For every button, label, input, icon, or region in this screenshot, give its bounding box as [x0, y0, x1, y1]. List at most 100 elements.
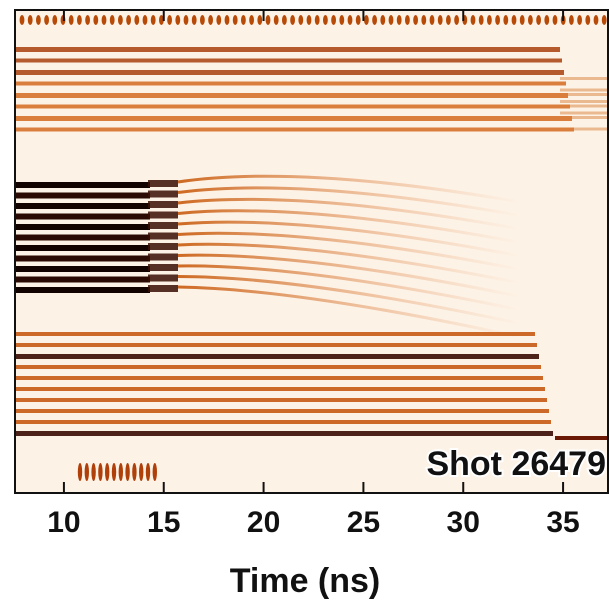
stripe-tail — [560, 104, 609, 108]
fiducial-dot — [478, 15, 484, 25]
stripe — [15, 47, 560, 52]
dark-stripe — [15, 234, 150, 241]
fiducial-dot — [437, 15, 443, 25]
dark-stripe — [15, 287, 150, 293]
fiducial-dot — [224, 15, 230, 25]
fiducial-dot — [36, 15, 41, 25]
stripe-tail — [560, 77, 609, 80]
fiducial-dot — [470, 15, 476, 25]
annotation: Shot 26479 — [426, 445, 606, 483]
fiducial-dot — [118, 15, 123, 25]
dark-stripe — [15, 266, 150, 272]
fiducial-dot — [446, 15, 451, 25]
stripe — [15, 376, 543, 380]
fiducial-dot — [249, 15, 255, 25]
streak-image — [15, 15, 609, 481]
fiducial-dot — [273, 15, 279, 25]
fiducial-dot — [175, 15, 181, 25]
x-tick-label: 15 — [147, 506, 180, 539]
fiducial-dot — [265, 15, 271, 25]
fiducial-dot — [347, 15, 353, 25]
stripe — [15, 387, 545, 391]
dark-stripe — [15, 224, 150, 230]
fiducial-dot — [405, 15, 410, 25]
fiducial-dot — [569, 15, 574, 25]
dark-edge — [148, 222, 178, 229]
fiducial-dot — [98, 463, 103, 481]
fiducial-dot — [454, 15, 459, 25]
curved-stripe — [177, 285, 521, 339]
x-tick-label: 10 — [47, 506, 80, 539]
dark-edge — [148, 274, 178, 282]
dark-edge — [148, 201, 178, 208]
stripe-tail — [560, 93, 609, 96]
fiducial-dot — [150, 15, 156, 25]
fiducial-dot — [125, 463, 130, 481]
fiducial-dot — [159, 15, 164, 25]
dark-edge — [148, 211, 178, 219]
fiducial-dot — [183, 15, 189, 25]
fiducial-dot — [503, 15, 509, 25]
dark-edge — [148, 253, 178, 261]
stripe — [15, 332, 535, 336]
fiducial-dot — [126, 15, 131, 25]
dark-stripe — [15, 255, 150, 262]
fiducial-dot — [544, 15, 550, 25]
stripe — [15, 93, 568, 98]
fiducial-dot — [298, 15, 304, 25]
fiducial-dot — [396, 15, 402, 25]
curved-stripe — [177, 231, 521, 271]
fiducial-dot — [27, 15, 33, 25]
fiducial-dot — [241, 15, 246, 25]
stripe — [15, 58, 562, 63]
curved-stripe — [177, 174, 521, 204]
fiducial-dot — [77, 463, 83, 481]
stripe — [15, 365, 541, 369]
dark-edge — [148, 285, 178, 292]
x-axis-label: Time (ns) — [230, 562, 381, 600]
dark-edge — [148, 243, 178, 250]
fiducial-dot — [421, 15, 427, 25]
stripe-tail — [560, 127, 609, 131]
curved-stripe — [177, 242, 521, 285]
fiducial-dot — [585, 15, 591, 25]
fiducial-dot — [495, 15, 500, 25]
fiducial-dot — [191, 15, 197, 25]
stripe-tail — [560, 116, 609, 119]
fiducial-dot — [118, 463, 124, 481]
fiducial-dot — [511, 15, 517, 25]
curved-stripe — [177, 253, 521, 298]
fiducial-dot — [380, 15, 386, 25]
curved-stripe — [177, 197, 521, 231]
fiducial-dot — [85, 15, 90, 25]
fiducial-dot — [519, 15, 525, 25]
dark-edge — [148, 180, 178, 187]
fiducial-dot — [339, 15, 345, 25]
fiducial-dot — [601, 15, 607, 25]
fiducial-dot — [142, 15, 148, 25]
x-tick-label: 25 — [347, 506, 380, 539]
fiducial-dot — [552, 15, 558, 25]
dark-stripe — [15, 213, 150, 220]
fiducial-dot — [577, 15, 582, 25]
x-tick-label: 35 — [546, 506, 579, 539]
fiducial-dot — [68, 15, 74, 25]
stripe-tail — [560, 111, 609, 115]
stripe — [15, 81, 566, 86]
fiducial-dot — [132, 463, 137, 481]
fiducial-dot — [167, 15, 173, 25]
fiducial-dot — [593, 15, 599, 25]
x-tick-label: 30 — [447, 506, 480, 539]
dark-stripe — [15, 276, 150, 283]
fiducial-dot — [101, 15, 107, 25]
dark-edge — [148, 190, 178, 198]
dark-stripe — [15, 182, 150, 188]
fiducial-dot — [152, 463, 157, 481]
fiducial-dot — [145, 463, 151, 481]
fiducial-dot — [44, 15, 49, 25]
stripe — [15, 70, 564, 75]
fiducial-dot — [306, 15, 312, 25]
fiducial-dot — [232, 15, 238, 25]
stripe — [15, 343, 537, 347]
